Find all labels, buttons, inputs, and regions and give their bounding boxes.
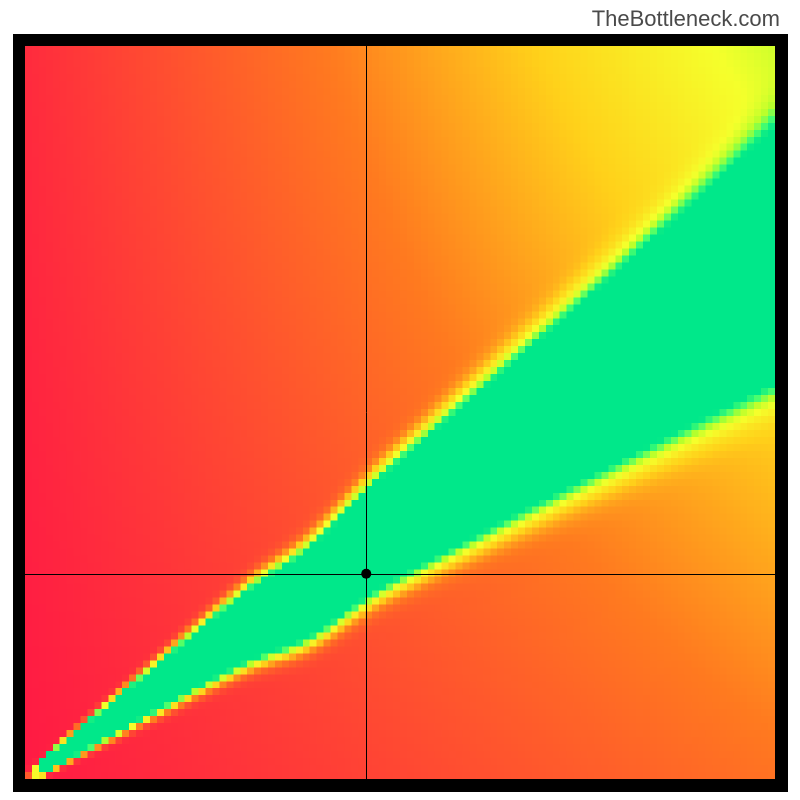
plot-black-frame bbox=[13, 34, 788, 792]
figure-container: TheBottleneck.com bbox=[0, 0, 800, 800]
crosshair-overlay bbox=[25, 46, 775, 779]
heatmap-canvas-wrap bbox=[25, 46, 775, 779]
watermark-text: TheBottleneck.com bbox=[592, 6, 780, 32]
